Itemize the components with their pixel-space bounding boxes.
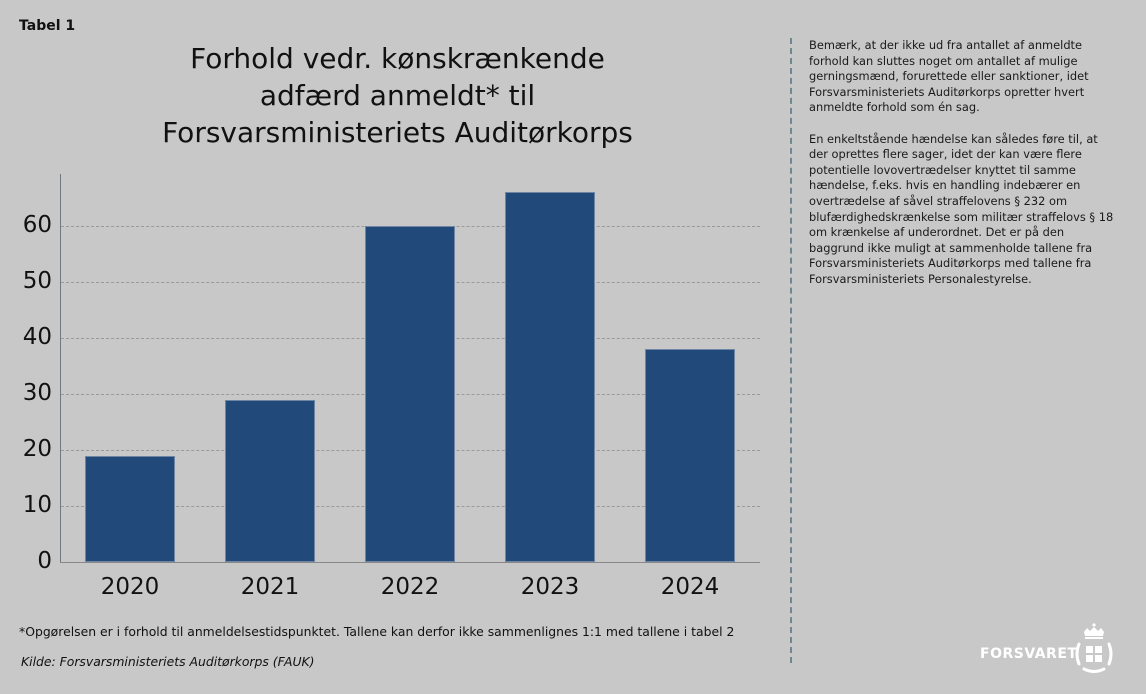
divider [790, 38, 792, 663]
bar-2023 [505, 192, 595, 562]
notes-panel: Bemærk, at der ikke ud fra antallet af a… [809, 38, 1119, 303]
x-tick-label: 2021 [240, 574, 300, 600]
footnote: *Opgørelsen er i forhold til anmeldelses… [19, 624, 735, 639]
note-paragraph: En enkeltstående hændelse kan således fø… [809, 131, 1114, 286]
y-tick-label: 10 [22, 492, 52, 518]
chart-title-line: adfærd anmeldt* til [259, 79, 536, 112]
y-tick-label: 60 [22, 212, 52, 238]
x-axis-line [60, 562, 760, 563]
x-tick-label: 2023 [520, 574, 580, 600]
table-label: Tabel 1 [19, 18, 76, 34]
y-axis-line [60, 174, 61, 563]
y-tick-label: 20 [22, 436, 52, 462]
source-credit: Kilde: Forsvarsministeriets Auditørkorps… [21, 654, 315, 669]
forsvaret-logo: FORSVARET [980, 622, 1130, 674]
chart-title-line: Forsvarsministeriets Auditørkorps [162, 116, 633, 149]
bar-2021 [225, 399, 315, 562]
logo-text: FORSVARET [980, 646, 1078, 662]
y-tick-label: 0 [37, 548, 52, 574]
note-paragraph: Bemærk, at der ikke ud fra antallet af a… [809, 38, 1089, 115]
y-tick-label: 30 [22, 380, 52, 406]
bar-2024 [645, 349, 735, 562]
x-tick-label: 2022 [380, 574, 440, 600]
bar-2020 [85, 455, 175, 562]
bar-chart: 0 10 20 30 40 50 60 2020 2021 2022 2023 2024 [22, 174, 760, 600]
bar-2022 [365, 226, 455, 562]
chart-title: Forhold vedr. kønskrænkende adfærd anmel… [120, 40, 675, 151]
chart-title-line: Forhold vedr. kønskrænkende [190, 42, 605, 75]
crown-shield-emblem-icon [1075, 623, 1113, 673]
x-tick-label: 2020 [100, 574, 160, 600]
y-tick-label: 40 [22, 324, 52, 350]
y-tick-label: 50 [22, 268, 52, 294]
x-tick-label: 2024 [660, 574, 720, 600]
